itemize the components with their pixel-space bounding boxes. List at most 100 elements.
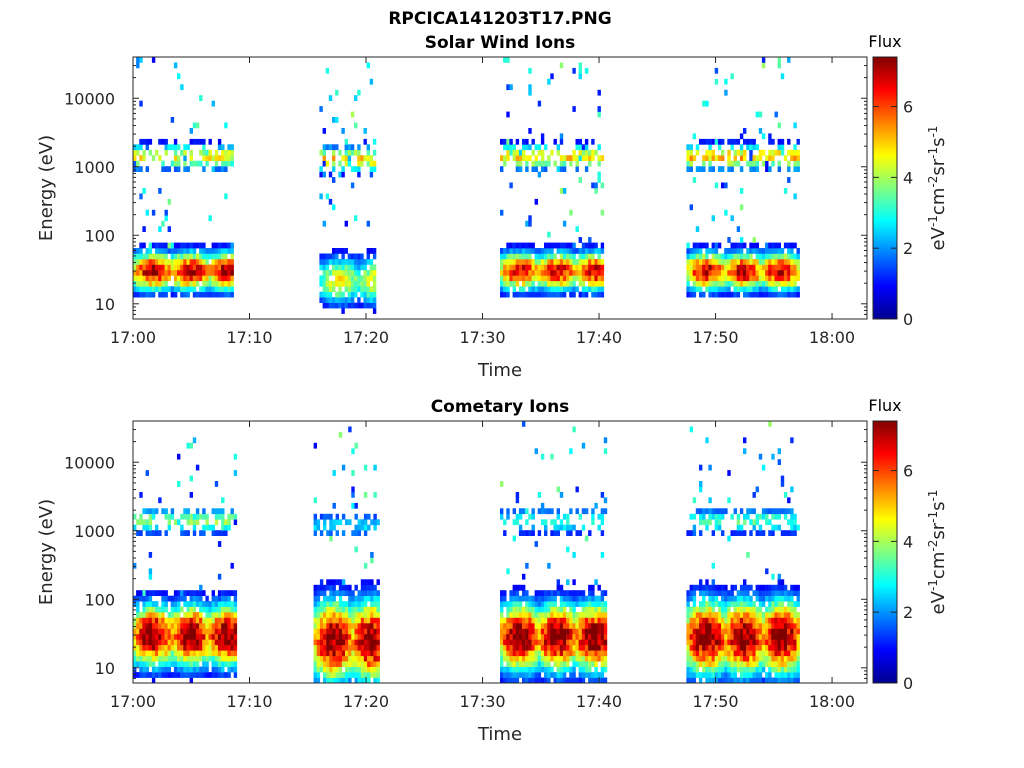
spectrogram-cell xyxy=(522,639,526,646)
spectrogram-cell xyxy=(202,166,206,172)
spectrogram-cell xyxy=(547,628,551,635)
spectrogram-cell xyxy=(139,628,143,635)
spectrogram-cell xyxy=(158,275,162,282)
spectrogram-cell xyxy=(692,280,697,287)
spectrogram-cell xyxy=(724,628,728,635)
spectrogram-cell xyxy=(768,595,772,602)
spectrogram-cell xyxy=(793,617,797,624)
spectrogram-cell xyxy=(354,291,358,298)
spectrogram-cell xyxy=(559,286,564,293)
spectrogram-cell xyxy=(714,269,719,276)
spectrogram-cell xyxy=(192,655,197,662)
spectrogram-cell xyxy=(534,639,538,646)
spectrogram-cell xyxy=(227,650,231,657)
spectrogram-cell xyxy=(537,633,542,640)
spectrogram-cell xyxy=(780,612,785,618)
spectrogram-cell xyxy=(689,160,693,167)
spectrogram-cell xyxy=(158,530,162,536)
spectrogram-cell xyxy=(158,672,162,678)
spectrogram-cell xyxy=(765,612,769,618)
spectrogram-cell xyxy=(347,286,352,293)
spectrogram-cell xyxy=(578,259,582,265)
spectrogram-cell xyxy=(562,677,567,684)
spectrogram-cell xyxy=(528,67,532,74)
spectrogram-cell xyxy=(603,677,608,684)
y-axis-label: Energy (eV) xyxy=(36,135,57,241)
spectrogram-cell xyxy=(335,144,339,151)
spectrogram-cell xyxy=(230,562,234,569)
spectrogram-cell xyxy=(553,655,557,662)
spectrogram-cell xyxy=(603,448,608,455)
spectrogram-cell xyxy=(569,590,573,596)
spectrogram-cell xyxy=(208,655,212,662)
spectrogram-cell xyxy=(230,160,234,167)
spectrogram-cell xyxy=(594,242,598,249)
spectrogram-cell xyxy=(562,155,567,161)
spectrogram-cell xyxy=(755,111,759,118)
spectrogram-cell xyxy=(350,275,355,282)
spectrogram-cell xyxy=(161,639,165,646)
spectrogram-cell xyxy=(221,524,225,531)
spectrogram-cell xyxy=(224,280,228,287)
spectrogram-cell xyxy=(522,421,526,427)
spectrogram-cell xyxy=(534,595,538,602)
spectrogram-cell xyxy=(192,617,197,624)
spectrogram-cell xyxy=(357,655,361,662)
spectrogram-cell xyxy=(180,590,184,596)
spectrogram-cell xyxy=(689,628,693,635)
spectrogram-cell xyxy=(796,650,800,657)
spectrogram-cell xyxy=(746,677,750,684)
spectrogram-cell xyxy=(777,661,781,667)
spectrogram-cell xyxy=(509,242,513,249)
spectrogram-cell xyxy=(155,286,159,293)
spectrogram-cell xyxy=(512,242,516,249)
spectrogram-cell xyxy=(500,481,504,487)
spectrogram-cell xyxy=(774,661,778,667)
spectrogram-cell xyxy=(540,133,545,140)
spectrogram-cell xyxy=(594,628,598,635)
spectrogram-cell xyxy=(370,650,374,657)
spectrogram-cell xyxy=(768,590,772,596)
spectrogram-cell xyxy=(547,595,551,602)
spectrogram-cell xyxy=(562,617,567,624)
spectrogram-cell xyxy=(360,672,365,678)
spectrogram-cell xyxy=(783,617,788,624)
spectrogram-cell xyxy=(711,677,715,684)
spectrogram-cell xyxy=(503,623,507,629)
spectrogram-cell xyxy=(755,291,759,298)
spectrogram-cell xyxy=(758,644,763,651)
spectrogram-cell xyxy=(195,666,200,673)
spectrogram-cell xyxy=(148,612,153,618)
spectrogram-cell xyxy=(345,655,349,662)
spectrogram-cell xyxy=(793,530,797,536)
spectrogram-cell xyxy=(736,138,741,145)
spectrogram-cell xyxy=(550,280,554,287)
spectrogram-cell xyxy=(186,264,190,271)
spectrogram-cell xyxy=(227,291,231,298)
spectrogram-cell xyxy=(328,291,333,298)
spectrogram-cell xyxy=(761,62,766,69)
spectrogram-cell xyxy=(787,57,791,63)
colorbar-tick-label: 0 xyxy=(903,310,913,329)
spectrogram-cell xyxy=(329,612,333,618)
spectrogram-cell xyxy=(528,612,532,618)
spectrogram-cell xyxy=(705,584,709,591)
spectrogram-cell xyxy=(768,269,772,276)
spectrogram-cell xyxy=(777,623,781,629)
spectrogram-cell xyxy=(736,275,741,282)
spectrogram-cell xyxy=(724,595,728,602)
spectrogram-cell xyxy=(158,650,162,657)
spectrogram-cell xyxy=(335,623,339,629)
spectrogram-cell xyxy=(550,633,554,640)
spectrogram-cell xyxy=(581,253,586,260)
spectrogram-cell xyxy=(793,628,797,635)
spectrogram-cell xyxy=(699,464,703,471)
spectrogram-cell xyxy=(768,623,772,629)
spectrogram-cell xyxy=(534,259,538,265)
spectrogram-cell xyxy=(313,617,317,624)
spectrogram-cell xyxy=(503,275,507,282)
spectrogram-cell xyxy=(199,530,203,536)
spectrogram-cell xyxy=(170,595,175,602)
spectrogram-cell xyxy=(354,595,358,602)
spectrogram-cell xyxy=(721,650,725,657)
